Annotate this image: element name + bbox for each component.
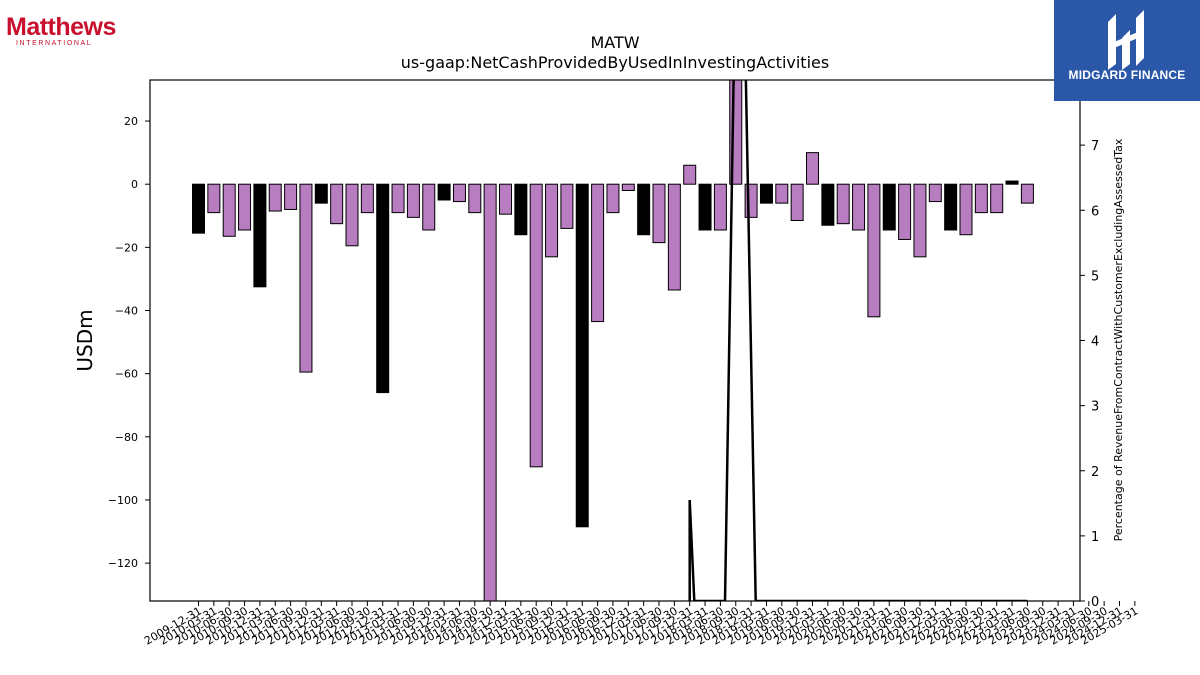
bar [928,183,942,203]
bar [360,183,374,214]
bar [898,183,912,240]
y2-tick-label: 3 [1091,400,1099,415]
bar [560,183,574,229]
bar [222,183,236,237]
bar [713,183,727,231]
bar [376,183,390,394]
bar [790,183,804,222]
bar [268,183,282,212]
bar [882,183,896,231]
bar [806,152,819,185]
bar [1020,183,1034,204]
y2-tick-label: 0 [1091,595,1099,610]
bar [959,183,973,236]
y-tick-label: −20 [115,241,138,254]
bar [483,183,497,601]
bar [314,183,328,204]
y-tick-label: −60 [115,368,138,381]
chart-subtitle: us-gaap:NetCashProvidedByUsedInInvesting… [401,53,829,72]
bar [499,183,512,215]
y-tick-label: 0 [131,178,138,191]
plot-frame [149,79,1081,602]
bar [545,183,559,258]
chart-title: MATW [590,33,639,52]
bar [468,183,482,214]
bar [759,183,773,204]
matthews-logo-text: Matthews [6,13,116,41]
bar [192,183,205,234]
bar [944,183,958,231]
bar [529,183,543,468]
bar [621,183,635,192]
bar [683,164,697,185]
y-tick-label: −40 [115,305,138,318]
bar [836,183,850,225]
y-tick-label: −100 [108,494,138,507]
midgard-logo-text: MIDGARD FINANCE [1068,68,1186,82]
y2-tick-label: 4 [1091,335,1099,350]
midgard-emblem-icon [1108,10,1144,70]
bar [207,183,221,214]
y2-tick-label: 6 [1091,204,1099,219]
bar [299,183,313,373]
bar [345,183,359,247]
y2-tick-label: 7 [1091,139,1099,154]
y-axis-label: USDm [73,309,97,371]
bar [606,183,620,214]
bar [422,183,436,231]
bar [698,183,712,231]
bar [1005,180,1019,185]
bar [437,183,451,201]
y2-tick-label: 1 [1091,530,1099,545]
matthews-logo-subtext: INTERNATIONAL [16,40,93,47]
y2-tick-label: 5 [1091,269,1099,284]
y2-axis-label: Percentage of RevenueFromContractWithCus… [1112,138,1125,541]
bar [452,183,466,203]
bars-group [192,80,1034,601]
bar [990,183,1004,214]
bar [667,183,681,291]
bar [238,183,252,231]
bar [253,183,267,288]
bar [974,183,988,214]
matthews-logo: Matthews INTERNATIONAL [6,14,116,47]
bar [913,183,927,258]
bar [406,183,420,218]
bar [330,183,344,225]
y-tick-label: −80 [115,431,138,444]
bar [637,183,651,236]
bar [821,183,835,226]
bar [575,183,589,528]
y-tick-label: −120 [108,557,138,570]
y2-tick-label: 2 [1091,465,1099,480]
bar [652,183,666,244]
bar [591,183,605,323]
bar [852,183,866,231]
bar [514,183,528,236]
midgard-finance-logo: MIDGARD FINANCE [1054,0,1200,101]
bar [284,183,298,210]
bar [391,183,405,214]
bar [775,183,789,204]
bar [867,183,881,318]
ratio-line [688,80,1028,601]
y-tick-label: 20 [124,115,138,128]
